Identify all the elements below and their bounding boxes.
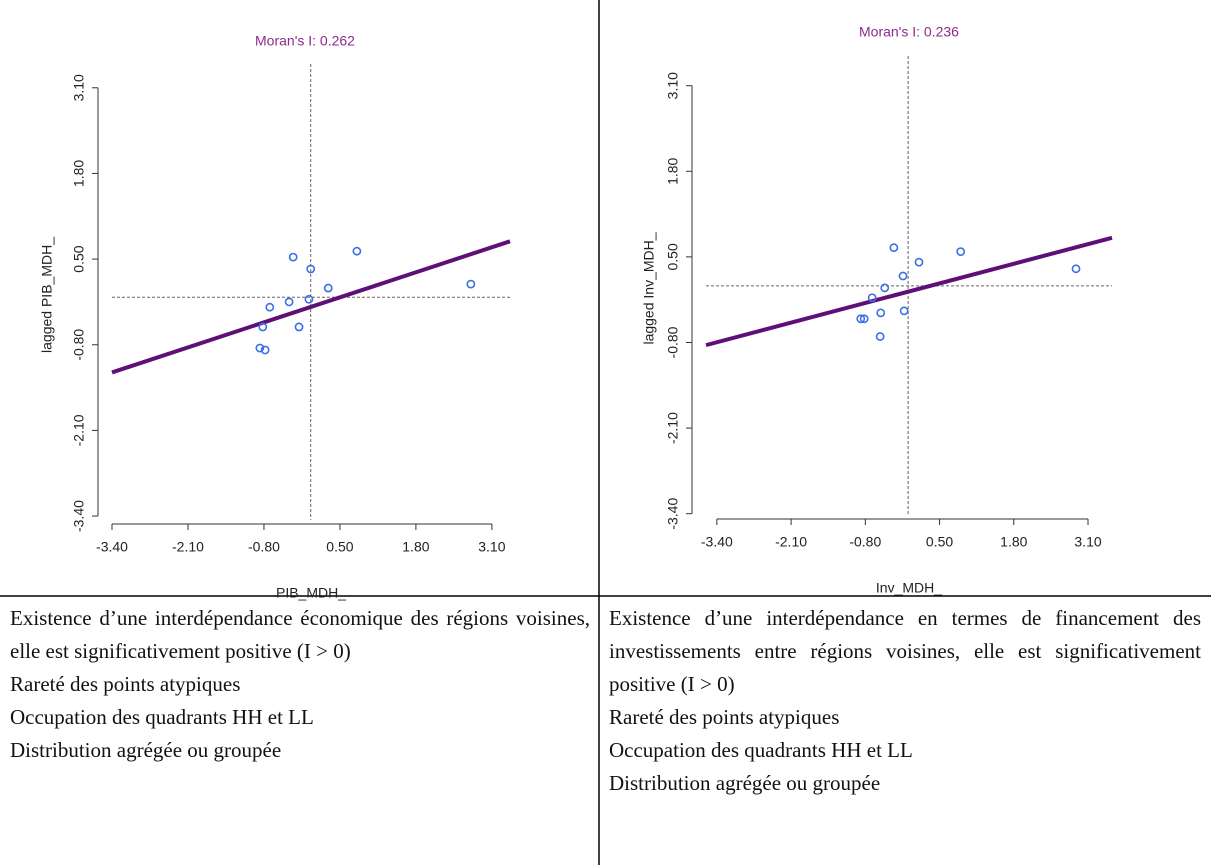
x-axis-label: PIB_MDH_ [276, 585, 346, 601]
point [288, 252, 298, 262]
fit-line [705, 235, 1113, 348]
point [914, 257, 924, 267]
x-tick-label: 3.10 [1074, 534, 1101, 550]
x-tick-label: -3.40 [701, 534, 733, 550]
point [258, 322, 268, 332]
point [880, 283, 890, 293]
y-tick-label: -3.40 [71, 500, 87, 532]
y-tick-label: 0.50 [71, 245, 87, 272]
paragraph: Existence d’une interdépendance en terme… [609, 606, 1201, 696]
x-tick-label: -2.10 [775, 534, 807, 550]
x-tick-label: 0.50 [326, 539, 353, 555]
y-tick-label: -2.10 [665, 412, 681, 444]
y-tick-label: -0.80 [71, 329, 87, 361]
x-tick-label: -2.10 [172, 539, 204, 555]
y-tick-label: -3.40 [665, 498, 681, 530]
y-tick-label: 1.80 [71, 160, 87, 187]
point [466, 279, 476, 289]
point [956, 247, 966, 257]
point [867, 293, 877, 303]
x-tick-label: 1.80 [402, 539, 429, 555]
chart-title: Moran's I: 0.262 [255, 33, 355, 49]
x-tick-label: -0.80 [849, 534, 881, 550]
point [899, 306, 909, 316]
point [898, 271, 908, 281]
y-tick-label: 3.10 [71, 74, 87, 101]
line: Occupation des quadrants HH et LL [609, 738, 913, 762]
point [889, 243, 899, 253]
point [255, 343, 265, 353]
line: Rareté des points atypiques [10, 672, 241, 696]
y-tick-label: -0.80 [665, 326, 681, 358]
point [352, 246, 362, 256]
point [859, 314, 869, 324]
x-tick-label: -3.40 [96, 539, 128, 555]
point [856, 314, 866, 324]
y-tick-label: 3.10 [665, 72, 681, 99]
line: Distribution agrégée ou groupée [10, 738, 282, 762]
y-tick-label: 0.50 [665, 243, 681, 270]
point [284, 297, 294, 307]
point [304, 294, 314, 304]
x-tick-label: 1.80 [1000, 534, 1027, 550]
point [876, 308, 886, 318]
text-cell: Existence d’une interdépendance économiq… [10, 602, 590, 767]
text-cell: Existence d’une interdépendance en terme… [609, 602, 1201, 800]
point [265, 302, 275, 312]
point [260, 345, 270, 355]
x-tick-label: -0.80 [248, 539, 280, 555]
x-tick-label: 3.10 [478, 539, 505, 555]
y-axis-label: lagged Inv_MDH_ [641, 232, 657, 344]
point [875, 332, 885, 341]
line: Occupation des quadrants HH et LL [10, 705, 314, 729]
point [1071, 264, 1081, 274]
line: Distribution agrégée ou groupée [609, 771, 881, 795]
fit-line [111, 239, 511, 375]
y-tick-label: 1.80 [665, 157, 681, 184]
paragraph: Existence d’une interdépendance économiq… [10, 606, 590, 663]
point [306, 264, 316, 274]
x-axis-label: Inv_MDH_ [876, 580, 942, 596]
y-tick-label: -2.10 [71, 414, 87, 446]
point [294, 322, 304, 332]
line: Rareté des points atypiques [609, 705, 840, 729]
y-axis-label: lagged PIB_MDH_ [39, 237, 55, 353]
chart-title: Moran's I: 0.236 [859, 24, 959, 40]
x-tick-label: 0.50 [926, 534, 953, 550]
point [323, 283, 333, 293]
